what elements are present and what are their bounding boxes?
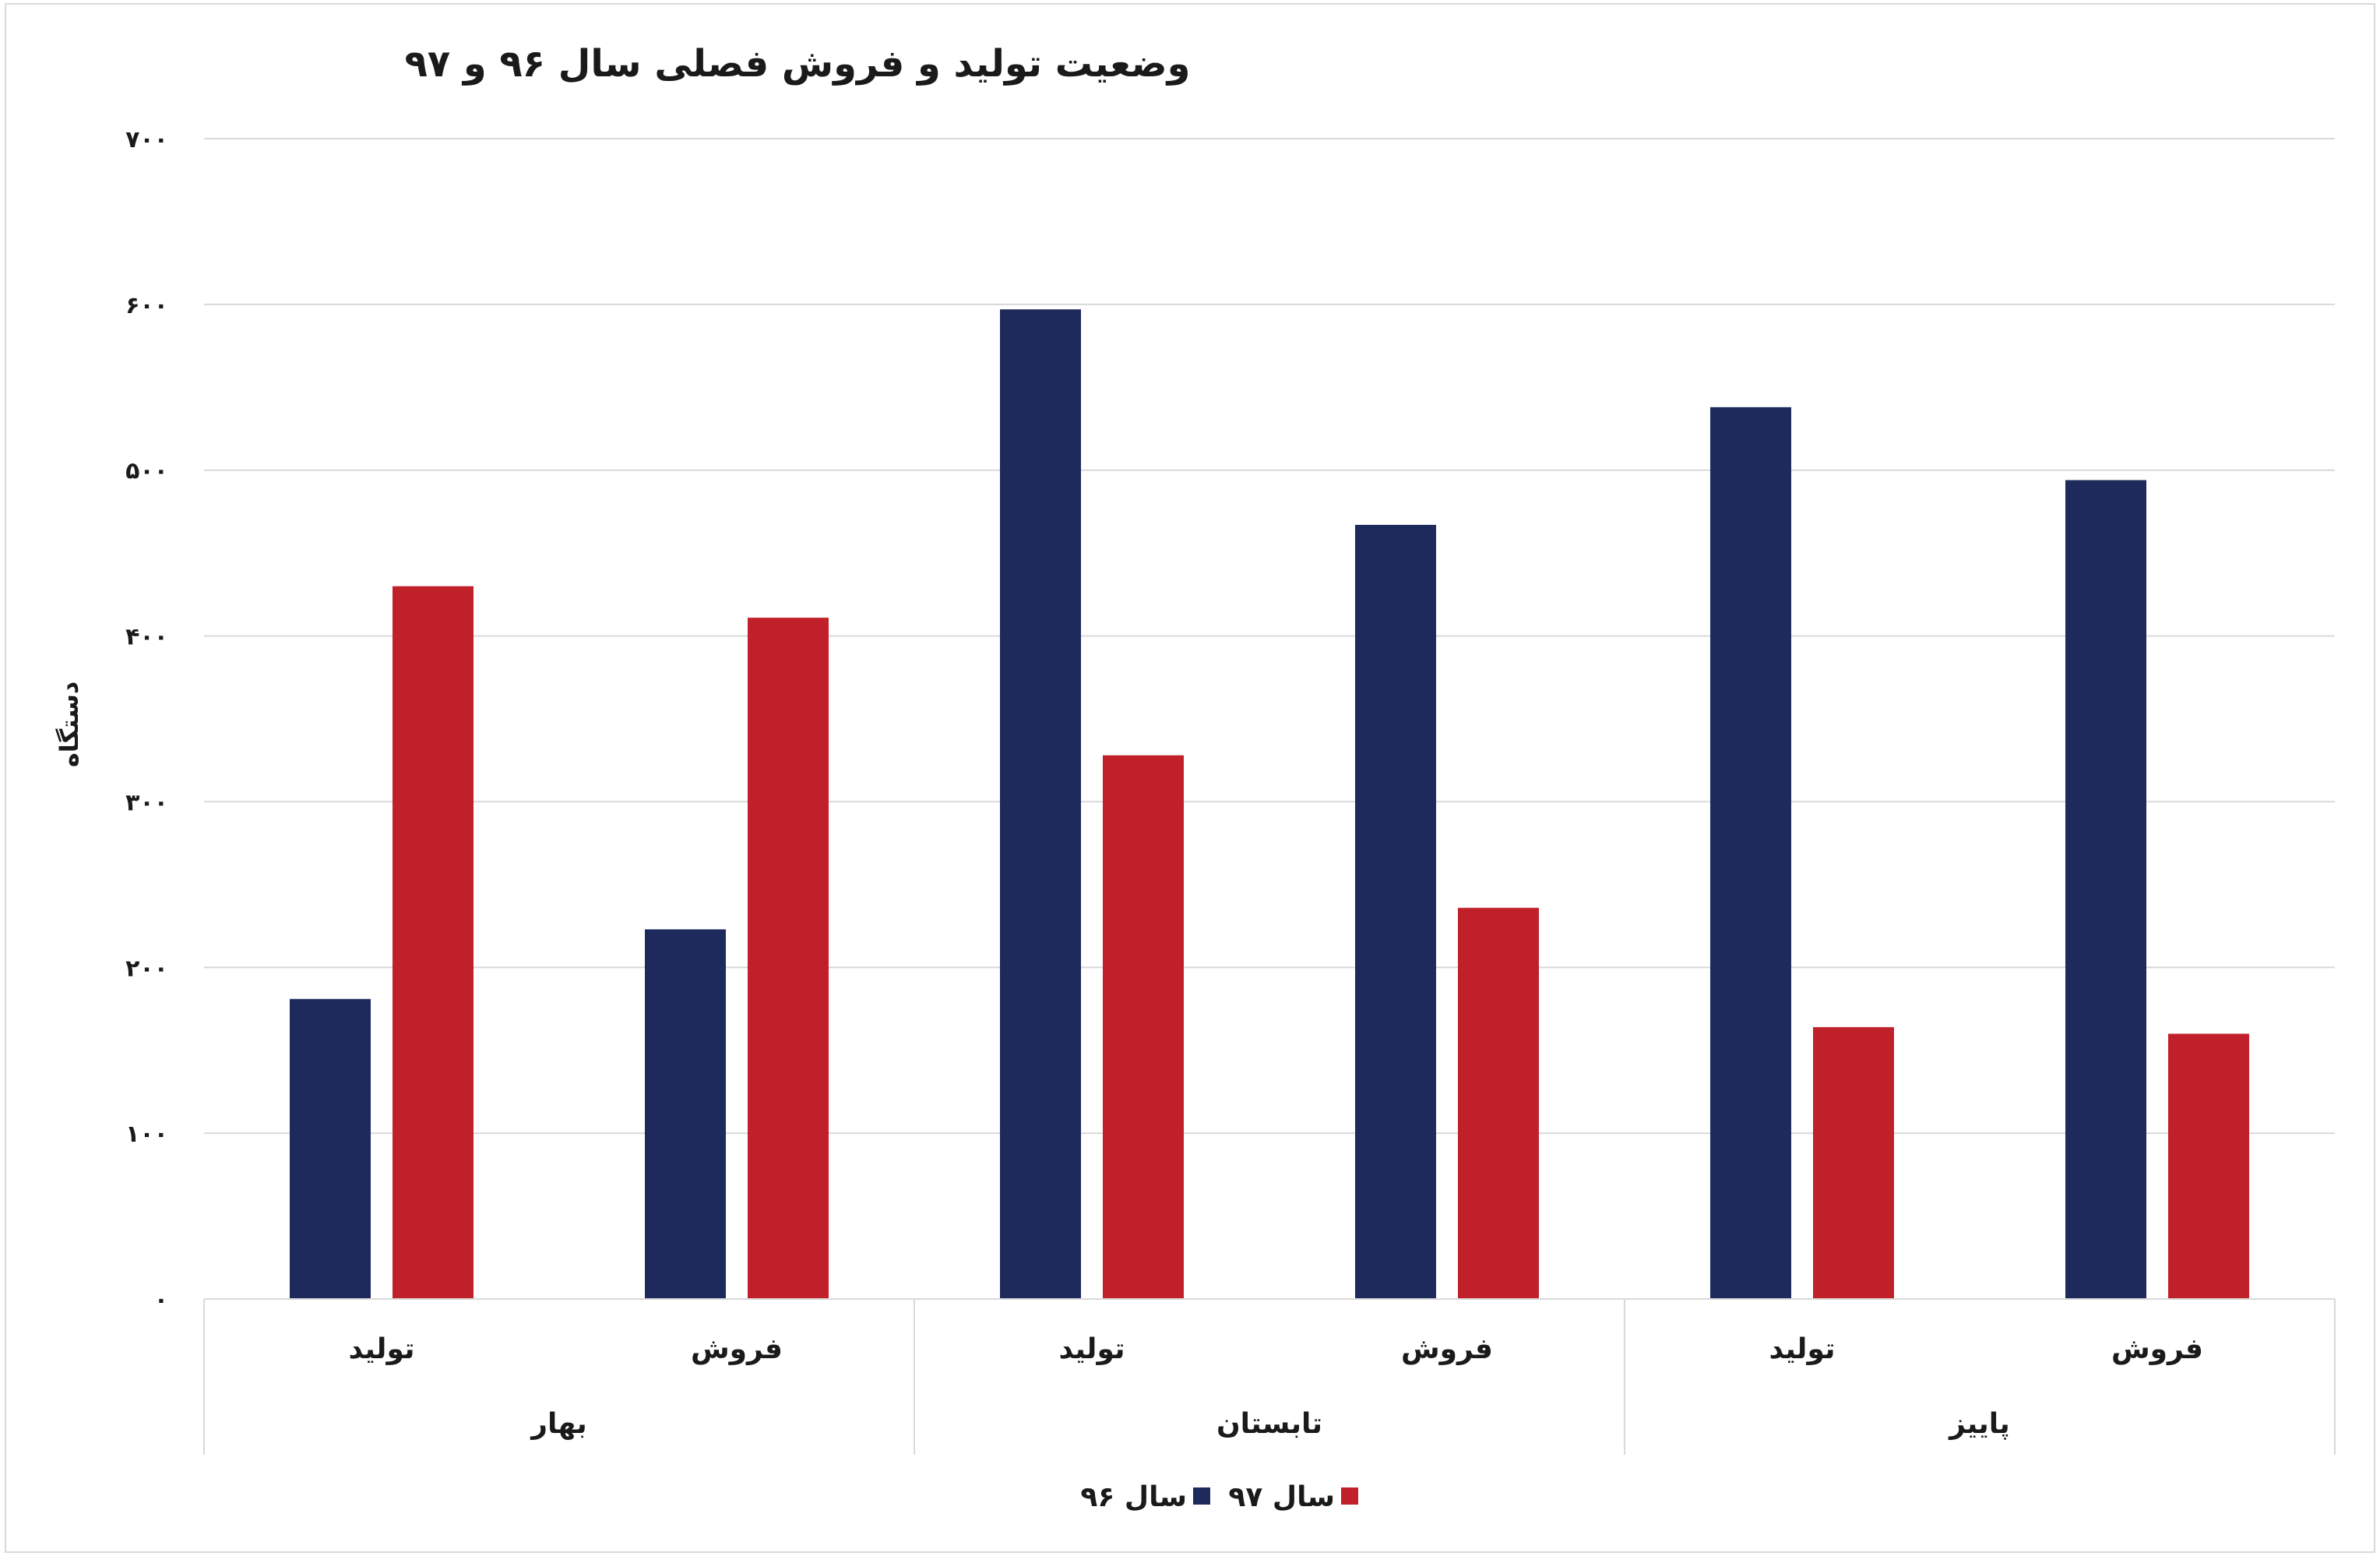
y-tick-label: ۷۰۰ bbox=[125, 126, 168, 153]
y-axis-label: دستگاه bbox=[55, 681, 84, 767]
legend-swatch bbox=[1341, 1487, 1358, 1505]
chart-frame: وضعیت تولید و فروش فصلی سال ۹۶ و ۹۷ دستگ… bbox=[5, 3, 2375, 1553]
chart-title: وضعیت تولید و فروش فصلی سال ۹۶ و ۹۷ bbox=[405, 42, 1191, 86]
bar bbox=[393, 586, 474, 1299]
y-tick-label: ۶۰۰ bbox=[125, 292, 168, 319]
y-tick-labels: ۰ ۱۰۰ ۲۰۰ ۳۰۰ ۴۰۰ ۵۰۰ ۶۰۰ ۷۰۰ bbox=[125, 126, 168, 1314]
y-tick-label: ۴۰۰ bbox=[125, 624, 168, 651]
legend-swatch bbox=[1193, 1487, 1210, 1505]
legend-label: سال ۹۶ bbox=[1080, 1481, 1187, 1513]
bar-chart: وضعیت تولید و فروش فصلی سال ۹۶ و ۹۷ دستگ… bbox=[55, 42, 2336, 1513]
category-label: فروش bbox=[691, 1333, 783, 1365]
group-label: پاییز bbox=[1948, 1408, 2010, 1440]
bar bbox=[2065, 480, 2146, 1299]
category-label: تولید bbox=[1058, 1333, 1125, 1365]
category-label: فروش bbox=[1401, 1333, 1493, 1365]
bar bbox=[290, 998, 371, 1299]
bar bbox=[1103, 755, 1184, 1299]
bar bbox=[1000, 309, 1081, 1299]
category-axis: تولید فروش تولید فروش تولید فروش بهار تابستان پا… bbox=[203, 1298, 2336, 1455]
y-tick-label: ۰ bbox=[154, 1287, 168, 1314]
bar bbox=[748, 618, 829, 1299]
group-label: بهار bbox=[530, 1408, 587, 1440]
y-tick-label: ۱۰۰ bbox=[125, 1121, 168, 1148]
bar bbox=[1813, 1026, 1894, 1299]
bar bbox=[2168, 1033, 2249, 1299]
group-label: تابستان bbox=[1216, 1408, 1322, 1440]
category-label: فروش bbox=[2111, 1333, 2203, 1365]
bars bbox=[290, 309, 2249, 1299]
category-label: تولید bbox=[348, 1333, 414, 1365]
legend: سال ۹۶ سال ۹۷ bbox=[1080, 1481, 1358, 1513]
gridlines bbox=[204, 138, 2335, 1135]
bar bbox=[1458, 907, 1539, 1299]
bar bbox=[645, 929, 726, 1299]
y-tick-label: ۳۰۰ bbox=[125, 789, 168, 816]
y-tick-label: ۵۰۰ bbox=[125, 458, 168, 485]
y-tick-label: ۲۰۰ bbox=[125, 955, 168, 982]
bar bbox=[1710, 407, 1791, 1299]
bar bbox=[1355, 524, 1436, 1299]
category-label: تولید bbox=[1769, 1333, 1835, 1365]
legend-label: سال ۹۷ bbox=[1228, 1481, 1335, 1513]
